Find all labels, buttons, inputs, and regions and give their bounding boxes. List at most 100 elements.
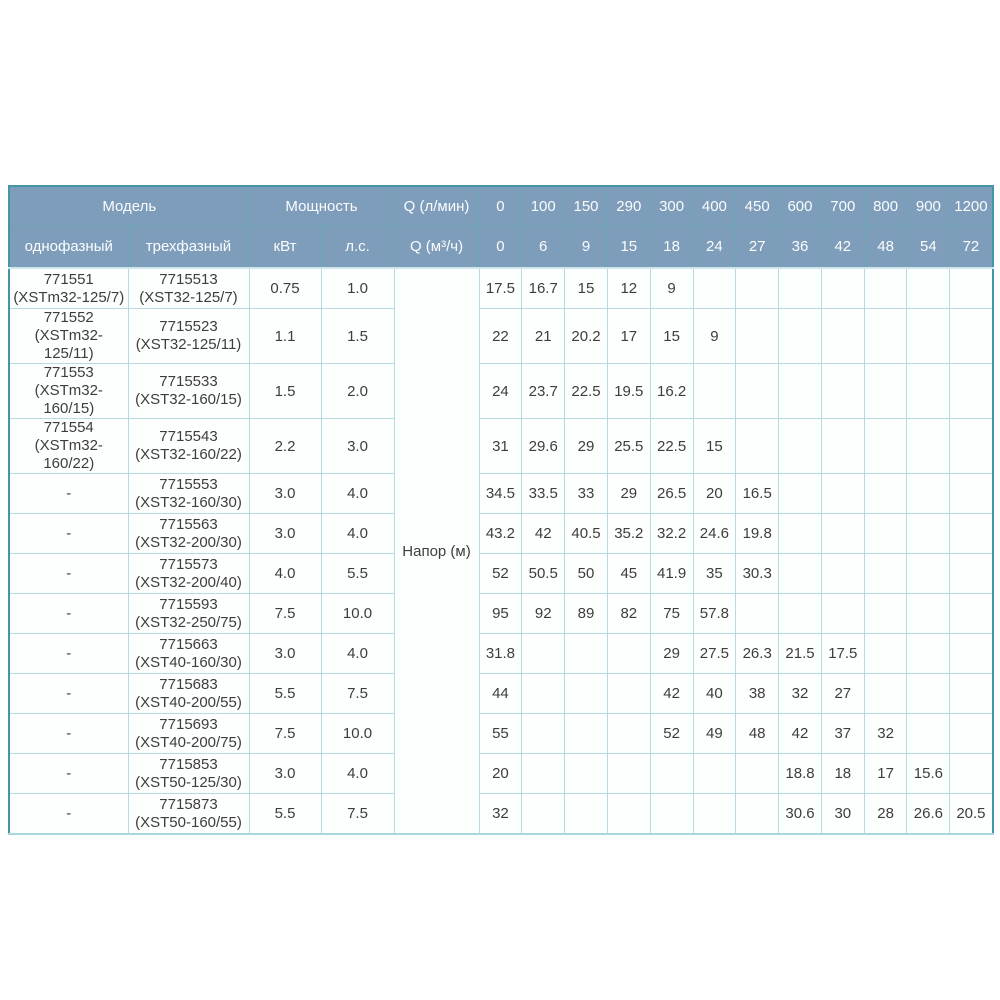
header-flow-lmin: 100: [521, 185, 566, 226]
header-flow-m3h: 18: [649, 225, 694, 269]
model-single-phase-code: -: [66, 804, 72, 822]
header-flow-lmin: 150: [564, 185, 608, 226]
head-value: [949, 593, 994, 634]
model-three-phase-code: 7715593: [159, 595, 218, 613]
head-value: 33: [564, 473, 608, 514]
model-three-phase-series: (XST40-200/55): [135, 693, 242, 711]
model-single-phase-code: 771553: [43, 364, 94, 381]
model-three-phase-code: 7715523: [159, 318, 218, 335]
head-value: 17: [606, 308, 651, 364]
model-three-phase: 7715873 (XST50-160/55): [127, 793, 250, 835]
head-value: [564, 753, 608, 794]
power-hp-value: 7.5: [320, 793, 395, 835]
head-value: 42: [778, 713, 822, 754]
head-value: 20.2: [564, 308, 608, 364]
head-value: 35.2: [606, 513, 651, 554]
power-hp-value: 4.0: [320, 633, 395, 674]
power-hp-value: 7.5: [320, 673, 395, 714]
model-three-phase-series: (XST32-200/40): [135, 573, 242, 591]
power-kw-value: 2.2: [248, 418, 322, 474]
power-kw-value: 7.5: [248, 713, 322, 754]
model-three-phase: 7715563 (XST32-200/30): [127, 513, 250, 554]
header-flow-lmin: 1200: [949, 185, 994, 226]
head-value: 29: [564, 418, 608, 474]
head-value: 33.5: [521, 473, 566, 514]
head-value: 27.5: [692, 633, 737, 674]
head-value: [692, 267, 737, 309]
power-kw-value: 1.5: [248, 363, 322, 419]
head-value: [778, 363, 822, 419]
model-three-phase: 7715593 (XST32-250/75): [127, 593, 250, 634]
head-value: [906, 593, 951, 634]
head-value: 17.5: [478, 267, 523, 309]
table-body: 771551 (XSTm32-125/7) 7715513 (XST32-125/7)…: [8, 267, 994, 835]
head-value: [949, 753, 994, 794]
head-value: [906, 673, 951, 714]
model-three-phase-code: 7715663: [159, 635, 218, 653]
header-flow-m3h: 24: [692, 225, 737, 269]
header-flow-lmin: 450: [735, 185, 780, 226]
head-value: 17: [863, 753, 908, 794]
model-single-phase: -: [8, 793, 129, 835]
head-value: [649, 753, 694, 794]
head-value: 20: [692, 473, 737, 514]
head-value: [863, 308, 908, 364]
head-value: 34.5: [478, 473, 523, 514]
model-single-phase: 771552 (XSTm32-125/11): [8, 308, 129, 364]
head-value: [863, 553, 908, 594]
header-flow-m3h: 42: [820, 225, 865, 269]
head-value: [606, 753, 651, 794]
head-value: 95: [478, 593, 523, 634]
table-row: -7715663 (XST40-160/30) 3.0 4.0 31.8 29 27.5 26…: [8, 633, 994, 674]
model-single-phase-series: (XSTm32-160/15): [34, 382, 103, 417]
head-value: [906, 418, 951, 474]
head-value: 55: [478, 713, 523, 754]
table-row: -7715693 (XST40-200/75) 7.5 10.0 55 52 49 48 42 3…: [8, 713, 994, 754]
head-value: 48: [735, 713, 780, 754]
table-header: Модель Мощность Q (л/мин) 0 100 150 290 …: [8, 185, 994, 269]
header-flow-m3h: 9: [564, 225, 608, 269]
head-value: 32.2: [649, 513, 694, 554]
header-flow-lmin: 900: [906, 185, 951, 226]
model-three-phase: 7715663 (XST40-160/30): [127, 633, 250, 674]
model-three-phase: 7715533 (XST32-160/15): [127, 363, 250, 419]
model-three-phase-series: (XST32-125/7): [139, 288, 238, 306]
head-value: 43.2: [478, 513, 523, 554]
head-value: 18: [820, 753, 865, 794]
model-single-phase-code: -: [66, 764, 72, 782]
pump-spec-table: Модель Мощность Q (л/мин) 0 100 150 290 …: [8, 185, 994, 835]
model-single-phase: -: [8, 513, 129, 554]
model-three-phase: 7715693 (XST40-200/75): [127, 713, 250, 754]
model-three-phase-series: (XST50-125/30): [135, 773, 242, 791]
power-hp-value: 4.0: [320, 513, 395, 554]
head-value: 38: [735, 673, 780, 714]
power-kw-value: 4.0: [248, 553, 322, 594]
head-value: [521, 633, 566, 674]
model-three-phase-code: 7715683: [159, 675, 218, 693]
head-value: 75: [649, 593, 694, 634]
power-hp-value: 1.0: [320, 267, 395, 309]
head-value: 16.5: [735, 473, 780, 514]
head-value: 57.8: [692, 593, 737, 634]
head-value: [735, 267, 780, 309]
header-power: Мощность: [248, 185, 395, 226]
header-flow-m3h: 54: [906, 225, 951, 269]
head-value: 49: [692, 713, 737, 754]
model-three-phase-series: (XST32-125/11): [135, 336, 242, 353]
head-value: [778, 308, 822, 364]
head-value: 24.6: [692, 513, 737, 554]
head-value: [949, 363, 994, 419]
head-value: 82: [606, 593, 651, 634]
head-value: 50: [564, 553, 608, 594]
head-value: [863, 593, 908, 634]
head-value: 37: [820, 713, 865, 754]
head-value: [820, 267, 865, 309]
head-value: [949, 473, 994, 514]
model-single-phase-code: -: [66, 524, 72, 542]
head-value: [863, 673, 908, 714]
model-single-phase-code: -: [66, 684, 72, 702]
header-kw: кВт: [248, 225, 322, 269]
head-meters-label: Напор (м): [393, 267, 480, 835]
model-single-phase-code: -: [66, 564, 72, 582]
head-value: [863, 473, 908, 514]
